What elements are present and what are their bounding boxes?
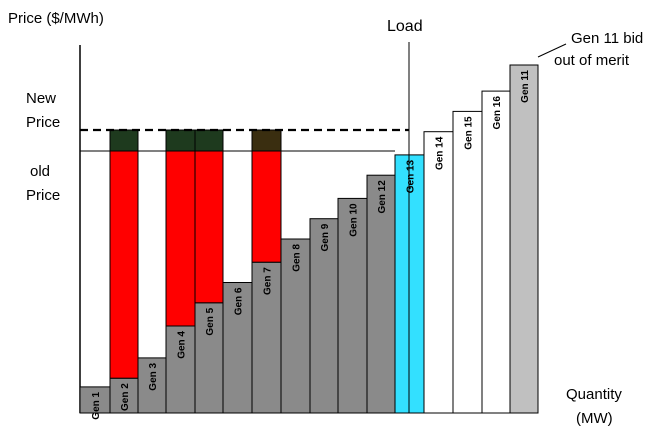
bar-label-gen-15: Gen 15 — [464, 116, 475, 150]
bar-label-gen-8: Gen 8 — [292, 244, 303, 272]
quantity-label-line1: Quantity — [566, 386, 622, 403]
bar-gen-12 — [366, 174, 396, 414]
annotation-line1: Gen 11 bid — [571, 30, 644, 47]
new-price-label-line1: New — [26, 90, 57, 107]
uplift-dark-gen-5 — [194, 129, 224, 152]
bar-label-gen-12: Gen 12 — [377, 180, 388, 214]
bar-gen-4 — [165, 325, 196, 414]
bar-gen-7 — [251, 261, 282, 414]
bar-label-gen-10: Gen 10 — [349, 203, 360, 237]
bar-gen-6 — [222, 282, 253, 414]
annotation-pointer — [537, 43, 567, 58]
uplift-red-gen-4 — [165, 150, 196, 327]
uplift-dark-gen-4 — [165, 129, 196, 152]
uplift-red-gen-7 — [251, 150, 282, 263]
bar-gen-11 — [509, 64, 539, 414]
bar-label-gen-16: Gen 16 — [492, 96, 503, 130]
bar-label-gen-13: Gen 13 — [406, 159, 417, 193]
bar-label-gen-11: Gen 11 — [520, 70, 531, 103]
bar-label-gen-9: Gen 9 — [320, 223, 331, 251]
bar-label-gen-2: Gen 2 — [120, 383, 131, 411]
y-axis-title: Price ($/MWh) — [8, 10, 104, 27]
uplift-red-gen-5 — [194, 150, 224, 304]
new-price-label-line2: Price — [26, 114, 61, 131]
uplift-red-gen-2 — [109, 150, 139, 379]
bar-gen-15 — [452, 110, 483, 414]
bar-label-gen-7: Gen 7 — [263, 267, 274, 295]
old-price-label-line2: Price — [26, 187, 61, 204]
uplift-dark-gen-2 — [109, 129, 139, 152]
bar-label-gen-1: Gen 1 — [91, 391, 102, 419]
load-label: Load — [387, 18, 423, 35]
bar-label-gen-6: Gen 6 — [234, 287, 245, 315]
bar-label-gen-4: Gen 4 — [177, 331, 188, 359]
bar-label-gen-3: Gen 3 — [148, 362, 159, 390]
bar-gen-16 — [481, 90, 511, 414]
quantity-label-line2: (MW) — [576, 410, 613, 427]
annotation-line2: out of merit — [554, 52, 630, 69]
bar-label-gen-5: Gen 5 — [205, 307, 216, 335]
uplift-dark-gen-7 — [251, 129, 282, 152]
old-price-label-line1: old — [30, 163, 51, 180]
bar-gen-14 — [423, 131, 454, 414]
bar-gen-9 — [309, 218, 339, 414]
bar-label-gen-14: Gen 14 — [435, 136, 446, 170]
